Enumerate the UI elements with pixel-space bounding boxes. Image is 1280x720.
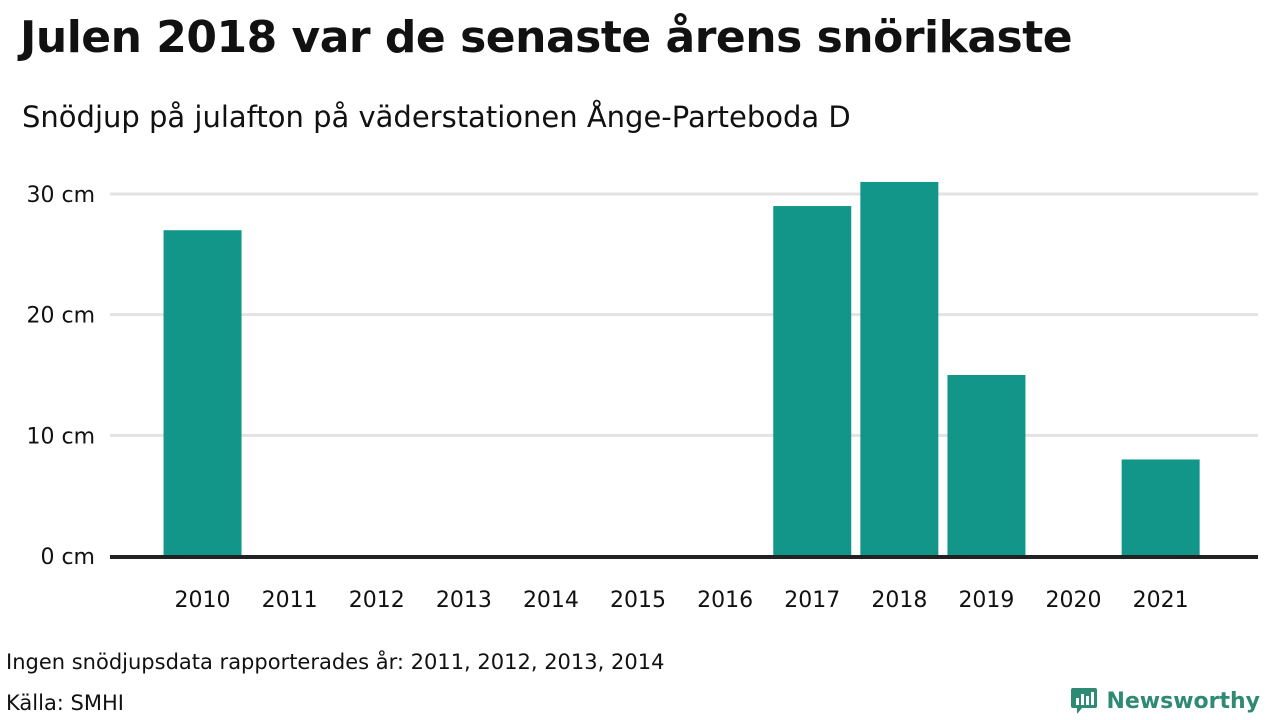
x-tick-label: 2018 (871, 588, 927, 613)
x-tick-label: 2019 (958, 588, 1014, 613)
x-tick-label: 2016 (697, 588, 753, 613)
x-tick-label: 2017 (784, 588, 840, 613)
chart-subtitle: Snödjup på julafton på väderstationen Ån… (22, 100, 851, 134)
y-tick-label: 30 cm (26, 183, 95, 208)
x-tick-label: 2012 (349, 588, 405, 613)
y-tick-label: 10 cm (26, 424, 95, 449)
x-tick-label: 2014 (523, 588, 579, 613)
y-tick-label: 0 cm (40, 545, 95, 570)
x-tick-label: 2015 (610, 588, 666, 613)
bar-chart: 0 cm 10 cm 20 cm 30 cm 2010 2011 2012 2013 2014 2… (26, 181, 1258, 613)
x-tick-label: 2021 (1133, 588, 1189, 613)
x-tick-label: 2011 (262, 588, 318, 613)
bar (1121, 459, 1200, 556)
brand-name: Newsworthy (1106, 688, 1260, 714)
x-tick-label: 2013 (436, 588, 492, 613)
bar (947, 375, 1026, 556)
x-tick-label: 2020 (1046, 588, 1102, 613)
bar (773, 206, 852, 557)
source-label: Källa: SMHI (6, 691, 124, 715)
x-tick-label: 2010 (175, 588, 231, 613)
bar (860, 181, 939, 556)
bar (163, 230, 242, 556)
chart-note: Ingen snödjupsdata rapporterades år: 201… (6, 650, 665, 674)
y-tick-label: 20 cm (26, 304, 95, 329)
bar-chart-speech-bubble-icon (1071, 688, 1098, 714)
brand-logo: Newsworthy (1070, 686, 1260, 716)
chart-title: Julen 2018 var de senaste årens snörikas… (20, 12, 1073, 63)
